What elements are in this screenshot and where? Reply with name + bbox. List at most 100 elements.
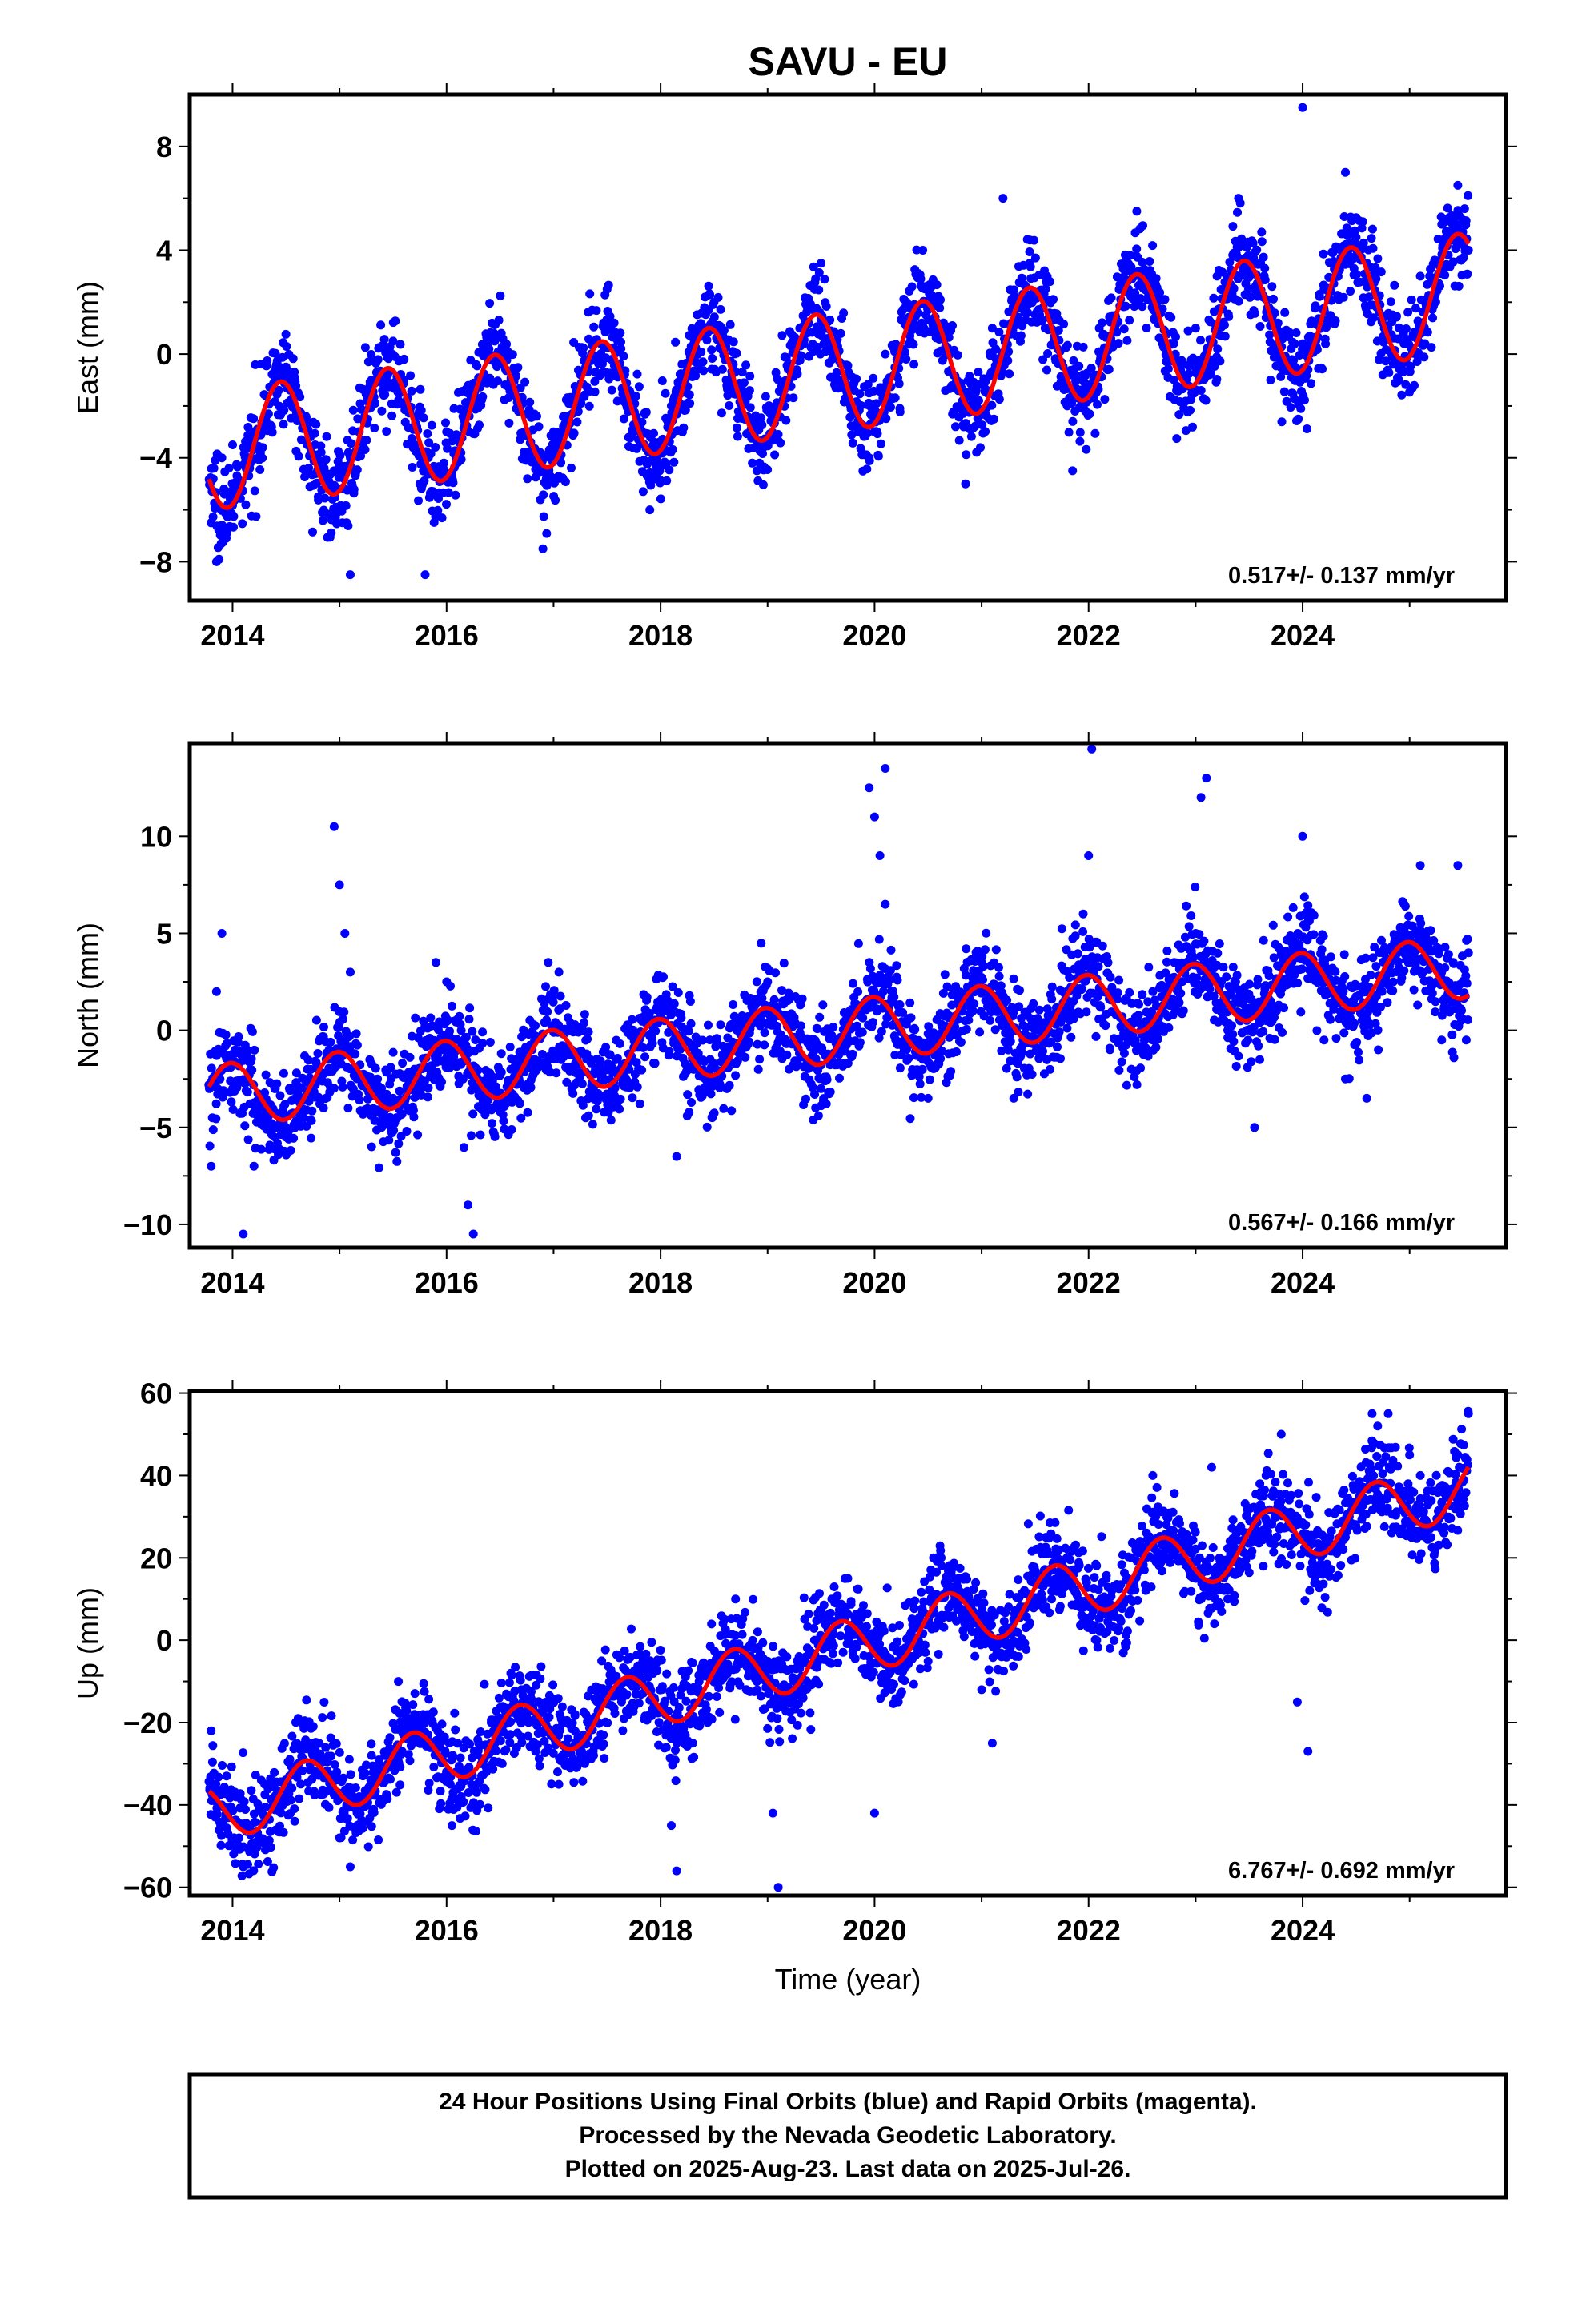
data-point <box>1351 232 1361 242</box>
data-point <box>895 407 905 416</box>
data-point <box>1163 364 1173 373</box>
data-point <box>847 430 857 440</box>
data-point <box>578 1100 588 1110</box>
data-point <box>719 1104 729 1113</box>
data-point <box>1070 920 1080 930</box>
data-point <box>478 1027 488 1037</box>
data-point <box>982 928 991 938</box>
data-point <box>757 994 767 1003</box>
data-point <box>924 1022 934 1031</box>
data-point <box>986 1015 995 1025</box>
data-point <box>281 329 291 339</box>
data-point <box>1003 1045 1013 1055</box>
data-point <box>1252 245 1262 255</box>
data-point <box>874 935 884 944</box>
data-point <box>716 304 725 314</box>
data-point <box>1188 422 1197 432</box>
data-point <box>1113 995 1122 1004</box>
data-point <box>1352 270 1361 279</box>
data-point <box>1311 301 1320 311</box>
data-point <box>914 1072 924 1081</box>
data-point <box>1164 1023 1174 1032</box>
data-point <box>1220 332 1230 341</box>
data-point <box>215 1074 225 1084</box>
data-point <box>504 418 514 428</box>
data-point <box>1315 292 1324 301</box>
data-point <box>551 496 560 505</box>
data-point <box>832 368 841 377</box>
data-point <box>387 411 397 420</box>
data-point <box>773 376 783 384</box>
data-point <box>1307 379 1316 388</box>
data-point <box>1234 1051 1243 1061</box>
data-point <box>520 377 530 387</box>
data-point <box>567 463 576 472</box>
data-point <box>226 1076 235 1086</box>
data-point <box>313 1049 323 1058</box>
data-point <box>255 465 265 474</box>
data-point <box>1371 274 1381 283</box>
data-point <box>843 360 853 370</box>
data-point <box>267 428 277 437</box>
data-point <box>493 376 503 386</box>
data-point <box>811 1054 821 1063</box>
data-point <box>954 436 964 445</box>
data-point <box>1160 295 1170 304</box>
data-point <box>1373 254 1383 263</box>
data-point <box>512 371 520 380</box>
data-point <box>876 973 885 983</box>
data-point <box>715 1080 725 1089</box>
data-point <box>367 376 376 384</box>
data-point <box>616 1094 625 1104</box>
data-point <box>901 348 909 357</box>
data-point <box>427 420 436 430</box>
data-point <box>1196 336 1205 345</box>
data-point <box>243 1135 253 1144</box>
data-point <box>1269 953 1279 963</box>
data-point <box>548 997 558 1007</box>
data-point <box>288 354 298 364</box>
data-point <box>976 443 985 452</box>
data-point <box>1046 277 1054 287</box>
data-point <box>409 1112 419 1122</box>
data-point <box>243 1045 252 1055</box>
data-point <box>1054 1027 1064 1037</box>
data-point <box>471 1035 480 1044</box>
data-point <box>667 401 676 411</box>
data-point <box>1012 1072 1022 1082</box>
data-point <box>1253 975 1263 984</box>
data-point <box>732 423 741 432</box>
data-point <box>881 414 891 424</box>
data-point <box>825 316 835 324</box>
data-point <box>456 455 466 464</box>
data-point <box>1037 316 1046 326</box>
data-point <box>388 1047 398 1057</box>
data-point <box>1234 194 1243 203</box>
data-point <box>815 1012 825 1022</box>
data-point <box>251 512 261 521</box>
data-point <box>909 340 918 349</box>
data-point <box>1393 334 1403 344</box>
data-point <box>1264 971 1274 980</box>
data-point <box>405 1052 415 1062</box>
data-point <box>343 1104 353 1113</box>
data-point <box>561 1001 571 1010</box>
data-point <box>339 1007 349 1017</box>
data-point <box>615 1039 624 1048</box>
data-point <box>1280 308 1290 317</box>
data-point <box>855 1038 865 1047</box>
data-point <box>873 452 883 461</box>
data-point <box>308 527 317 537</box>
data-point <box>925 1075 934 1084</box>
x-tick-label: 2018 <box>628 1266 693 1299</box>
data-point <box>496 291 505 300</box>
data-point <box>825 1087 835 1096</box>
data-point <box>311 1015 321 1025</box>
data-point <box>685 997 695 1006</box>
data-point <box>414 496 423 505</box>
data-point <box>757 939 766 948</box>
data-point <box>1298 103 1307 112</box>
data-point <box>796 1021 805 1031</box>
data-point <box>1219 320 1229 330</box>
data-point <box>406 371 416 380</box>
